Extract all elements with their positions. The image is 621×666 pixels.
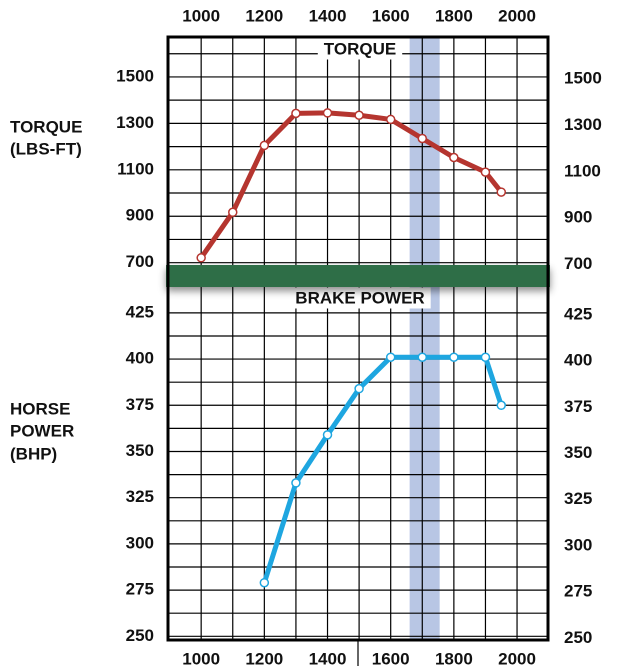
x-tick-label: 2000 [498,6,536,25]
y-tick-label: 300 [126,533,154,552]
data-point [417,133,428,144]
data-line [261,354,504,584]
plot-frame [166,35,550,642]
y2-tick-label: 275 [564,582,592,601]
highlight-band [409,37,440,265]
x-tick-label: 1800 [435,6,473,25]
highlight-band [409,287,440,640]
data-point [480,352,491,362]
y2-tick-label: 300 [564,535,592,554]
x-tick-label: 2000 [498,649,536,666]
data-point [322,108,333,118]
y-tick-label: 900 [126,206,154,225]
panel-title-bg [317,38,403,60]
y2-tick-label: 900 [564,208,592,227]
y2-tick-label: 250 [564,628,592,647]
data-point [259,577,270,588]
data-point [354,110,364,120]
y-tick-label: 275 [126,580,154,599]
y-axis-label: TORQUE [10,117,82,136]
data-point [449,152,459,163]
x-tick-label: 1000 [182,6,220,25]
x-tick-label: 1600 [372,6,410,25]
y-axis-label: (LBS-FT) [10,139,82,158]
x-tick-label: 1200 [245,6,283,25]
y2-tick-label: 1300 [564,115,602,134]
y-tick-label: 700 [126,252,154,271]
data-line [199,110,504,260]
y2-tick-label: 350 [564,443,592,462]
y2-tick-label: 375 [564,397,592,416]
data-point [322,430,333,440]
data-point [291,478,301,488]
y2-tick-label: 400 [564,351,592,370]
data-point [259,140,270,151]
data-point [291,108,301,119]
y-tick-label: 1500 [116,66,154,85]
y-tick-label: 375 [126,395,154,414]
y-axis-label: (BHP) [10,444,57,463]
data-point [196,253,206,263]
y-tick-label: 325 [126,487,154,506]
data-point [496,187,507,197]
y-tick-label: 425 [126,302,154,321]
y-axis-label: HORSE [10,399,70,418]
y-tick-label: 1100 [117,159,154,178]
data-point [385,352,396,362]
y2-tick-label: 425 [564,304,592,323]
data-point [385,114,396,125]
y-axis-label: POWER [10,421,74,440]
y-tick-label: 1300 [116,113,154,132]
y-tick-label: 250 [126,626,154,645]
y2-tick-label: 700 [564,254,592,273]
data-point [496,400,507,411]
data-point [354,383,364,394]
x-tick-label: 1000 [182,649,220,666]
y-tick-label: 400 [126,349,154,368]
x-tick-label: 1800 [435,649,473,666]
panel-title-bg [289,287,431,309]
y-tick-label: 350 [126,441,154,460]
y2-tick-label: 1100 [564,161,601,180]
data-point [228,207,238,218]
y2-tick-label: 1500 [564,68,602,87]
data-point [449,352,459,362]
panel-title: TORQUE [324,39,396,58]
x-tick-label: 1600 [372,649,410,666]
divider-band [166,265,550,287]
data-point [417,352,428,362]
x-tick-label: 1200 [245,649,283,666]
panel-title: BRAKE POWER [295,288,424,307]
y2-tick-label: 325 [564,489,592,508]
x-tick-label: 1400 [309,6,347,25]
x-tick-label: 1400 [309,649,347,666]
data-point [480,167,491,177]
